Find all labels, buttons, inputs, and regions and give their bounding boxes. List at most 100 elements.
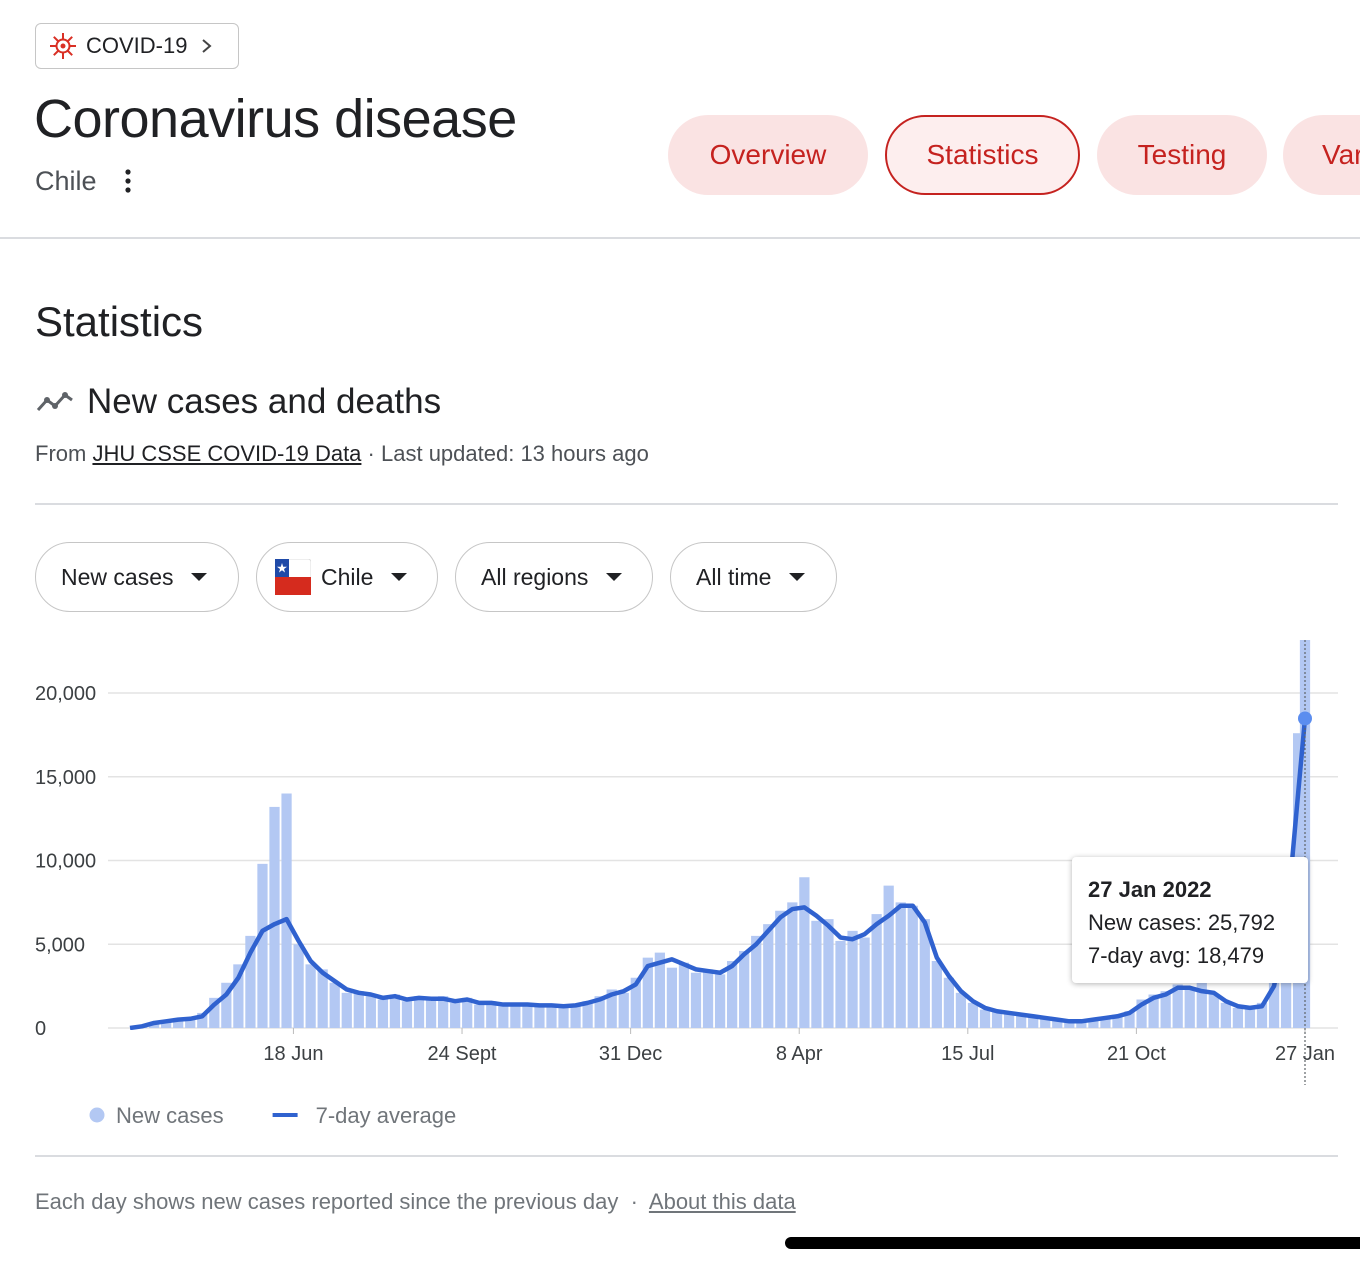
- x-tick-label: 21 Oct: [1107, 1043, 1166, 1065]
- hover-point: [1298, 711, 1312, 726]
- bar: [365, 996, 376, 1028]
- bar: [209, 997, 220, 1028]
- bar: [606, 989, 617, 1028]
- bar: [269, 806, 280, 1028]
- bar: [727, 961, 738, 1028]
- bar: [534, 1004, 545, 1028]
- card-title: New cases and deaths: [87, 382, 442, 421]
- trend-icon: [36, 392, 73, 412]
- footer-note: Each day shows new cases reported since …: [35, 1189, 619, 1214]
- bar: [811, 920, 822, 1028]
- bar: [582, 1001, 593, 1028]
- bar: [1220, 1002, 1231, 1028]
- page-title: Coronavirus disease: [34, 89, 517, 149]
- bar: [389, 994, 401, 1028]
- legend-swatch: [89, 1107, 105, 1123]
- bar: [943, 977, 955, 1028]
- bar: [510, 1002, 521, 1028]
- bar: [955, 992, 967, 1028]
- bar: [413, 996, 425, 1028]
- tab-selected[interactable]: Statistics: [885, 115, 1080, 195]
- tooltip-title: 27 Jan 2022: [1088, 877, 1212, 902]
- source-link[interactable]: JHU CSSE COVID-19 Data: [92, 441, 362, 466]
- bar: [907, 905, 918, 1028]
- bar: [594, 996, 605, 1028]
- y-tick-label: 10,000: [35, 851, 96, 873]
- bar: [161, 1020, 172, 1028]
- more-menu[interactable]: [120, 168, 136, 196]
- virus-icon: [50, 33, 76, 59]
- bar: [775, 910, 786, 1028]
- tooltip: 27 Jan 2022 New cases: 25,792 7-day avg:…: [1072, 857, 1308, 983]
- tooltip-line: 7-day avg: 18,479: [1088, 943, 1265, 968]
- bar: [245, 935, 256, 1028]
- bar: [835, 940, 846, 1028]
- bar: [1136, 999, 1147, 1028]
- bar: [1064, 1021, 1075, 1028]
- separator: ·: [630, 1189, 638, 1214]
- separator: ·: [367, 441, 375, 466]
- bar: [919, 919, 930, 1028]
- bar: [883, 885, 894, 1028]
- bar: [401, 1001, 413, 1028]
- about-link[interactable]: About this data: [648, 1189, 796, 1214]
- bar: [714, 974, 726, 1028]
- x-tick-label: 31 Dec: [599, 1043, 662, 1065]
- bar: [1040, 1017, 1051, 1028]
- bar: [847, 930, 858, 1028]
- bar: [1028, 1017, 1039, 1028]
- bar: [690, 972, 702, 1028]
- bar: [462, 997, 473, 1028]
- bar: [895, 902, 906, 1028]
- bar: [1196, 979, 1207, 1028]
- tab[interactable]: Overview: [668, 115, 868, 195]
- bar: [173, 1017, 184, 1028]
- dropdown-label: New cases: [61, 563, 174, 590]
- bar: [1052, 1020, 1063, 1028]
- topic-chip[interactable]: COVID-19: [35, 23, 239, 69]
- bar: [1256, 1002, 1268, 1028]
- bar: [425, 997, 437, 1028]
- bar: [1268, 969, 1280, 1028]
- source-prefix: From: [35, 441, 87, 466]
- bar: [329, 982, 340, 1028]
- footer: Each day shows new cases reported since …: [35, 1189, 796, 1215]
- bar: [678, 962, 690, 1028]
- bar: [642, 957, 653, 1028]
- region-dropdown[interactable]: All regions: [455, 542, 653, 612]
- bar: [570, 1003, 581, 1028]
- bar: [1172, 984, 1183, 1028]
- bar: [1003, 1013, 1015, 1028]
- country-dropdown[interactable]: Chile: [256, 542, 438, 612]
- bar: [486, 1001, 497, 1028]
- bar: [991, 1012, 1003, 1028]
- x-tick-label: 15 Jul: [941, 1043, 994, 1065]
- source-line: From JHU CSSE COVID-19 Data · Last updat…: [35, 441, 649, 467]
- bar: [281, 793, 292, 1028]
- x-tick-label: 8 Apr: [776, 1043, 823, 1065]
- bar: [1148, 994, 1159, 1028]
- metric-dropdown[interactable]: New cases: [35, 542, 239, 612]
- time-dropdown[interactable]: All time: [670, 542, 837, 612]
- bar: [799, 877, 810, 1028]
- chip-label: COVID-19: [86, 33, 188, 58]
- bar: [787, 902, 798, 1028]
- bar: [1076, 1021, 1087, 1028]
- bar: [1244, 1009, 1256, 1028]
- bar: [233, 964, 244, 1028]
- bar: [739, 950, 750, 1028]
- bar: [763, 924, 774, 1028]
- bar: [702, 969, 714, 1028]
- bar: [293, 944, 304, 1028]
- bar: [305, 964, 316, 1028]
- tab[interactable]: Var: [1283, 115, 1360, 195]
- dropdown-label: All regions: [481, 563, 589, 590]
- bar: [377, 999, 389, 1028]
- tab[interactable]: Testing: [1097, 115, 1267, 195]
- bar: [931, 961, 942, 1028]
- bar: [185, 1019, 196, 1028]
- bar: [221, 982, 232, 1028]
- bar: [1112, 1014, 1123, 1028]
- bar: [1160, 991, 1171, 1028]
- bar: [197, 1012, 208, 1028]
